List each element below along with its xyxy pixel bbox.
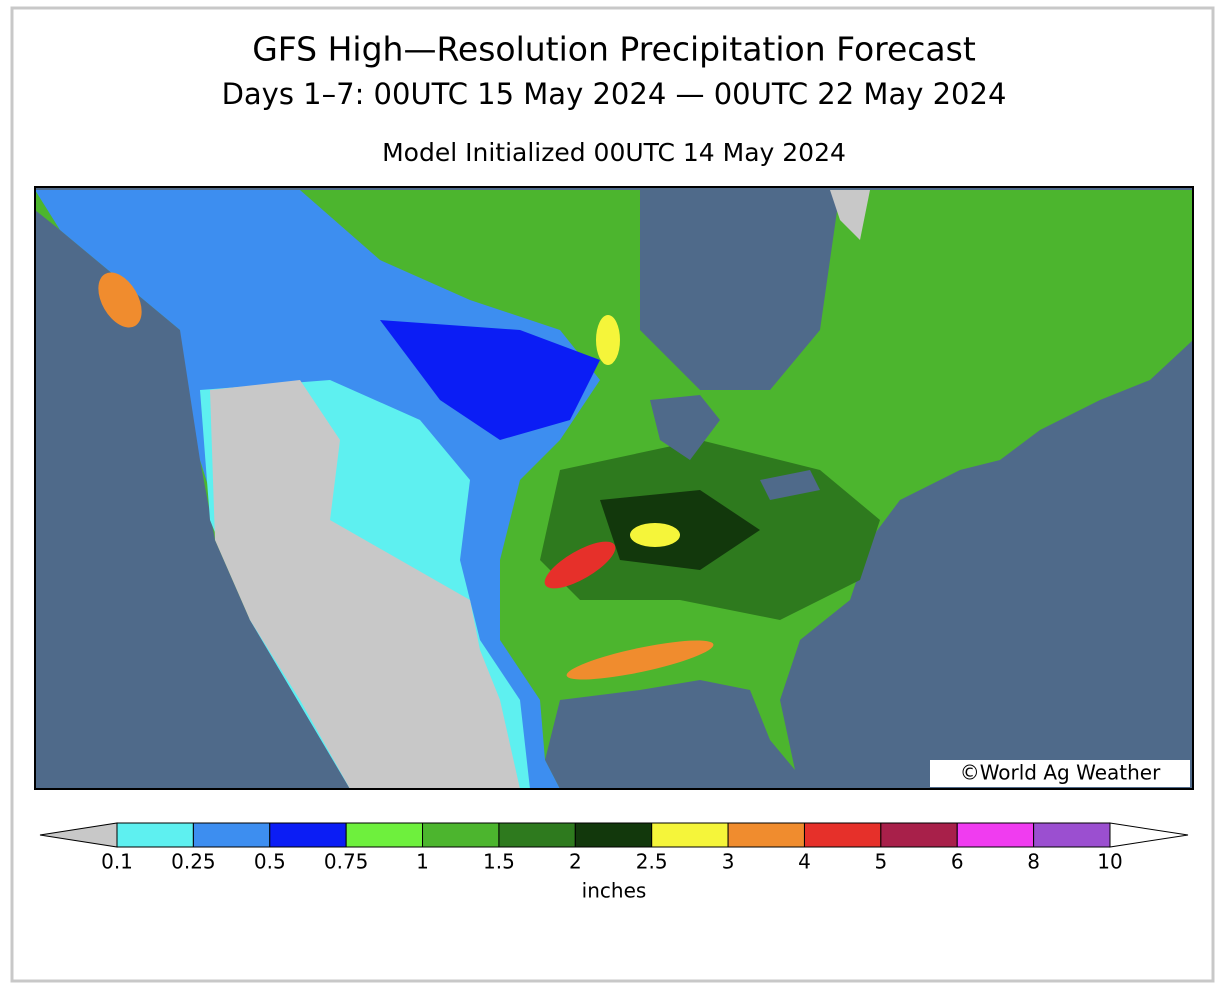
map-border — [34, 186, 1194, 790]
legend-tick-label: 0.5 — [254, 850, 286, 874]
legend-swatch — [574, 822, 653, 848]
legend-tick-label: 10 — [1097, 850, 1122, 874]
legend-tick-label: 5 — [874, 850, 887, 874]
band — [630, 523, 680, 547]
watermark-box — [930, 760, 1190, 787]
legend-tick-label: 3 — [722, 850, 735, 874]
legend-unit: inches — [582, 879, 647, 903]
model-init: Model Initialized 00UTC 14 May 2024 — [382, 138, 846, 167]
legend-tick-label: 0.25 — [171, 850, 216, 874]
band — [566, 640, 714, 680]
legend-swatch — [1033, 822, 1111, 848]
band — [600, 490, 760, 570]
legend-swatch — [192, 822, 271, 848]
legend-tick-label: 8 — [1027, 850, 1040, 874]
dry-region — [210, 380, 520, 789]
lake — [650, 395, 720, 460]
band — [544, 541, 616, 589]
legend-swatch — [803, 822, 882, 848]
legend-swatch — [651, 822, 729, 848]
legend-tick-label: 1 — [416, 850, 429, 874]
band — [98, 272, 142, 328]
legend-tick-label: 2 — [569, 850, 582, 874]
legend-tick-label: 0.1 — [101, 850, 133, 874]
legend-swatch — [422, 822, 500, 848]
colorbar: 0.1 0.25 0.5 0.75 1 1.5 2 2.5 3 4 5 6 8 10 inches — [39, 822, 1189, 903]
band — [596, 315, 620, 365]
legend-tick-label: 4 — [798, 850, 811, 874]
map: ©World Ag Weather — [34, 186, 1194, 790]
legend-tick-label: 2.5 — [636, 850, 668, 874]
legend-swatch — [345, 822, 424, 848]
watermark: ©World Ag Weather — [960, 761, 1161, 785]
legend-tick-label: 1.5 — [483, 850, 515, 874]
legend-swatch — [269, 822, 347, 848]
legend-tick-label: 6 — [951, 850, 964, 874]
legend-swatch — [880, 822, 958, 848]
legend-swatch — [956, 822, 1035, 848]
band — [380, 320, 600, 440]
legend-swatch — [727, 822, 805, 848]
subtitle: Days 1–7: 00UTC 15 May 2024 — 00UTC 22 M… — [222, 77, 1007, 111]
lake — [760, 470, 820, 500]
land-gray — [830, 190, 870, 240]
hudson-bay — [640, 190, 840, 390]
legend-swatch — [116, 822, 194, 848]
title: GFS High—Resolution Precipitation Foreca… — [252, 30, 976, 69]
legend-tick-label: 0.75 — [324, 850, 369, 874]
legend-swatch — [498, 822, 576, 848]
